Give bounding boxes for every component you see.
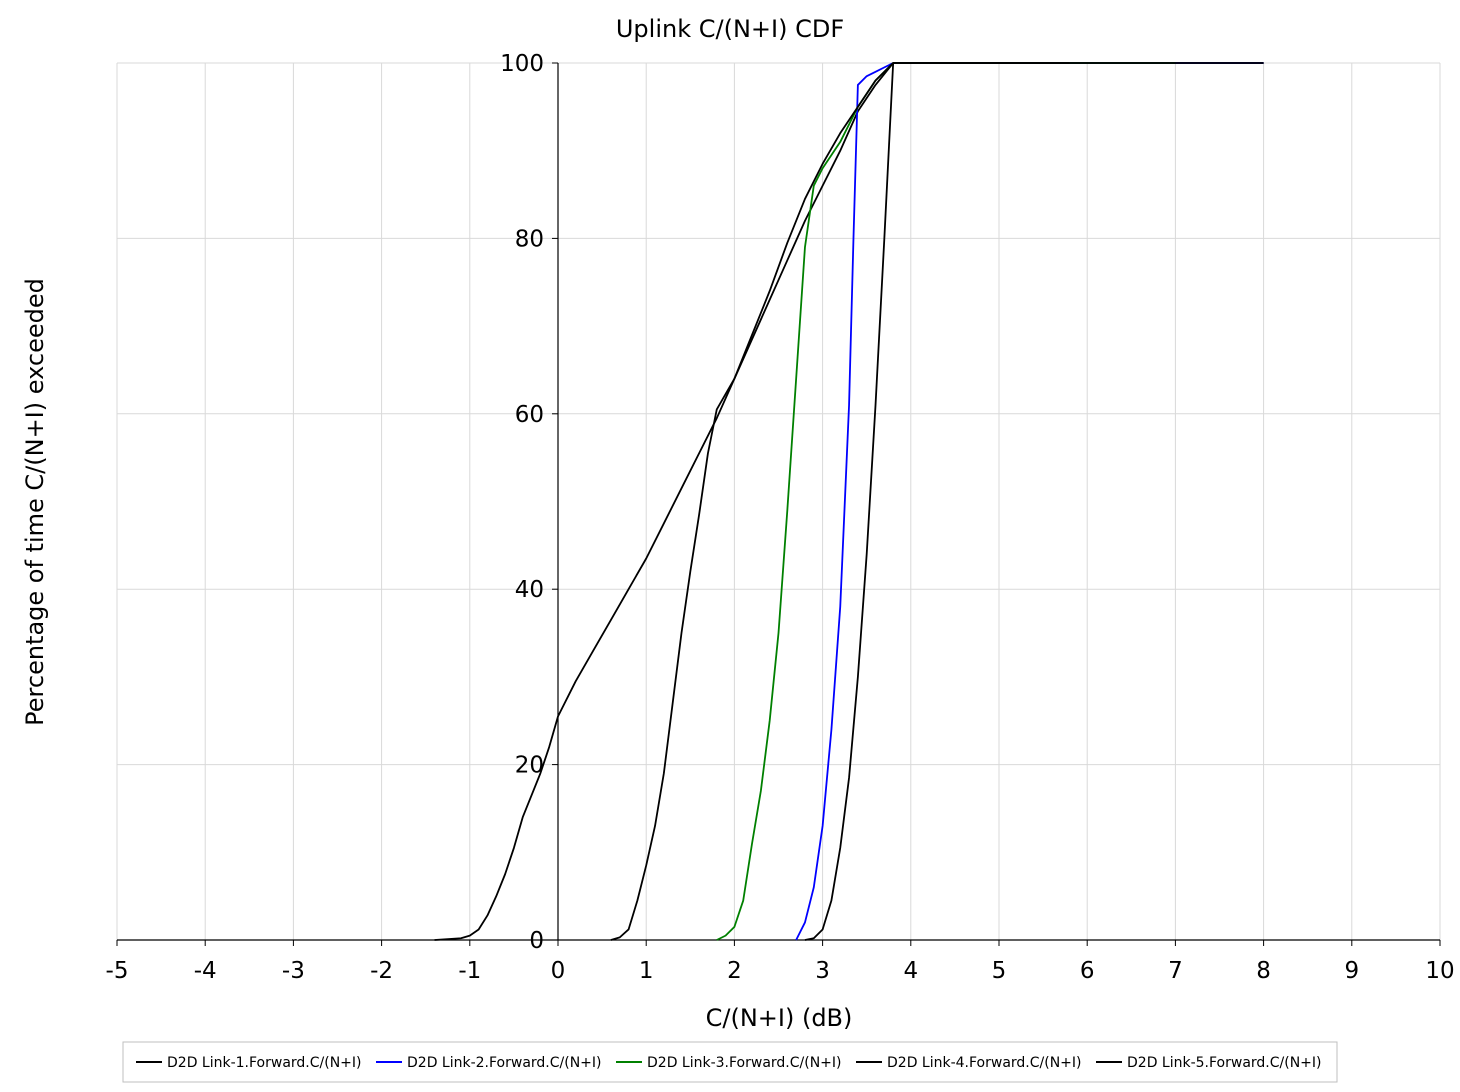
legend-entry-1: D2D Link-1.Forward.C/(N+I) xyxy=(167,1055,362,1071)
x-tick-label: 0 xyxy=(551,958,566,984)
series-line-1 xyxy=(434,62,1264,941)
x-tick-label: 9 xyxy=(1344,958,1359,984)
x-tick-label: 3 xyxy=(815,958,830,984)
series-line-4 xyxy=(610,62,1070,941)
x-tick-label: -5 xyxy=(106,958,129,984)
x-tick-label: -3 xyxy=(282,958,305,984)
x-tick-label: 1 xyxy=(639,958,654,984)
x-tick-label: 10 xyxy=(1425,958,1454,984)
legend-entry-3: D2D Link-3.Forward.C/(N+I) xyxy=(647,1055,842,1071)
y-axis-label: Percentage of time C/(N+I) exceeded xyxy=(21,278,49,726)
x-tick-label: 7 xyxy=(1168,958,1183,984)
x-tick-label: -2 xyxy=(370,958,393,984)
y-tick-label: 100 xyxy=(500,51,544,77)
x-tick-label: 6 xyxy=(1080,958,1095,984)
legend-entry-5: D2D Link-5.Forward.C/(N+I) xyxy=(1127,1055,1322,1071)
series-lines xyxy=(434,62,1264,941)
x-tick-label: -4 xyxy=(194,958,217,984)
axes xyxy=(117,63,1440,941)
y-tick-label: 80 xyxy=(515,226,544,252)
legend-entry-2: D2D Link-2.Forward.C/(N+I) xyxy=(407,1055,602,1071)
x-tick-label: 2 xyxy=(727,958,742,984)
x-axis-ticks: -5 -4 -3 -2 -1 0 1 2 3 4 5 6 7 8 9 10 xyxy=(106,940,1455,984)
x-tick-label: 8 xyxy=(1256,958,1271,984)
series-line-5 xyxy=(804,62,1264,941)
chart-title: Uplink C/(N+I) CDF xyxy=(616,15,844,43)
y-tick-label: 60 xyxy=(515,402,544,428)
legend: D2D Link-1.Forward.C/(N+I) D2D Link-2.For… xyxy=(122,1041,1338,1083)
legend-entry-4: D2D Link-4.Forward.C/(N+I) xyxy=(887,1055,1082,1071)
x-tick-label: 4 xyxy=(903,958,918,984)
y-tick-label: 40 xyxy=(515,577,544,603)
y-tick-label: 0 xyxy=(529,928,544,954)
legend-box xyxy=(122,1041,1338,1083)
x-tick-label: 5 xyxy=(992,958,1007,984)
x-axis-label: C/(N+I) (dB) xyxy=(706,1004,853,1032)
x-tick-label: -1 xyxy=(458,958,481,984)
